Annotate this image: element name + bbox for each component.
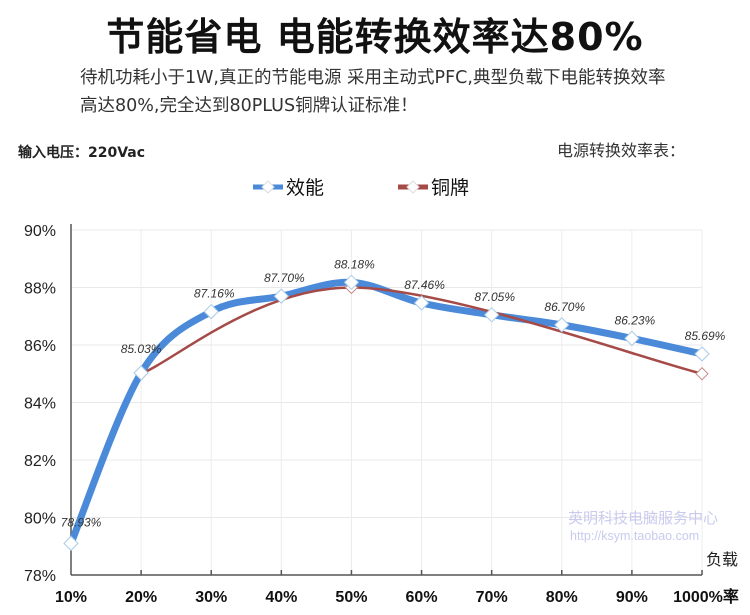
x-tick-label: 30% bbox=[195, 589, 227, 606]
series-line-1 bbox=[139, 286, 704, 375]
data-point-marker bbox=[483, 307, 500, 323]
data-label: 88.18% bbox=[334, 257, 375, 271]
legend-label: 效能 bbox=[286, 177, 324, 199]
input-voltage-label: 输入电压：220Vac bbox=[18, 145, 146, 161]
page-title: 节能省电 电能转换效率达80% bbox=[106, 15, 644, 59]
data-label: 86.23% bbox=[615, 313, 656, 327]
watermark-url: http://ksym.taobao.com bbox=[570, 529, 699, 543]
x-tick-label: 80% bbox=[546, 589, 578, 606]
data-point-marker bbox=[413, 295, 430, 311]
data-point-marker bbox=[343, 274, 360, 291]
data-point-marker bbox=[133, 365, 149, 381]
data-label: 87.46% bbox=[404, 278, 445, 292]
y-tick-label: 84% bbox=[24, 396, 56, 413]
data-point-marker bbox=[273, 288, 290, 304]
watermark-text: 英明科技电脑服务中心 bbox=[568, 509, 718, 527]
y-tick-label: 78% bbox=[24, 568, 56, 585]
y-tick-label: 80% bbox=[24, 511, 56, 528]
x-tick-label: 90% bbox=[616, 589, 648, 606]
x-axis-title: 负载 bbox=[706, 551, 738, 569]
y-tick-label: 90% bbox=[24, 223, 56, 240]
series-line-0 bbox=[67, 278, 706, 547]
data-point-marker bbox=[63, 535, 79, 552]
x-tick-label: 1000%率 bbox=[673, 587, 739, 606]
y-tick-label: 86% bbox=[24, 338, 56, 355]
description: 待机功耗小于1W,真正的节能电源 采用主动式PFC,典型负载下电能转换效率 高达… bbox=[80, 64, 740, 120]
y-tick-label: 88% bbox=[24, 281, 56, 298]
x-tick-label: 40% bbox=[265, 589, 297, 606]
x-tick-label: 70% bbox=[476, 589, 508, 606]
data-point-marker bbox=[695, 367, 709, 381]
x-tick-label: 10% bbox=[55, 589, 87, 606]
legend-marker bbox=[261, 180, 275, 194]
y-tick-label: 82% bbox=[24, 453, 56, 470]
data-label: 85.03% bbox=[121, 342, 162, 356]
description-line-2: 高达80%,完全达到80PLUS铜牌认证标准！ bbox=[80, 96, 418, 116]
data-point-marker bbox=[203, 303, 219, 320]
x-tick-label: 50% bbox=[335, 589, 367, 606]
x-axis-suffix: 率 bbox=[723, 587, 739, 606]
legend-label: 铜牌 bbox=[431, 177, 469, 199]
data-point-marker bbox=[694, 346, 710, 362]
data-label: 87.16% bbox=[194, 287, 235, 301]
legend-marker bbox=[406, 180, 420, 194]
x-tick-label: 20% bbox=[125, 589, 157, 606]
data-point-marker bbox=[554, 317, 570, 333]
data-point-marker bbox=[624, 330, 640, 347]
data-label: 85.69% bbox=[685, 329, 726, 343]
efficiency-table-label: 电源转换效率表： bbox=[557, 141, 686, 160]
data-label: 87.70% bbox=[264, 271, 305, 285]
data-label: 86.70% bbox=[544, 300, 585, 314]
description-line-1: 待机功耗小于1W,真正的节能电源 采用主动式PFC,典型负载下电能转换效率 bbox=[80, 68, 666, 88]
data-label: 78.93% bbox=[61, 515, 102, 529]
x-tick-label: 60% bbox=[406, 589, 438, 606]
data-label: 87.05% bbox=[474, 290, 515, 304]
